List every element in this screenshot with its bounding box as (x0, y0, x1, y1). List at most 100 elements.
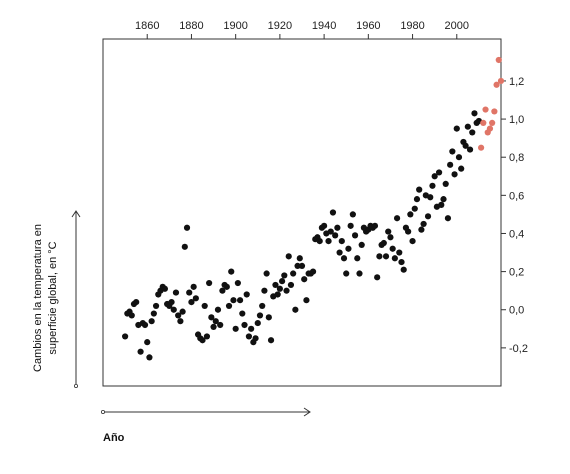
data-point (228, 268, 235, 275)
data-point (334, 224, 341, 231)
data-point (338, 237, 345, 245)
data-point (210, 323, 217, 330)
data-point (183, 224, 191, 231)
data-point (208, 314, 215, 321)
data-point (424, 213, 432, 220)
data-point (175, 312, 182, 319)
data-point (190, 283, 197, 290)
data-point (261, 287, 268, 294)
data-point (283, 287, 290, 294)
y-axis-title-line-2: superficie global, en °C (47, 241, 59, 354)
data-point (411, 205, 418, 212)
data-point (309, 268, 317, 275)
x-axis: 1860 1880 1900 1920 1940 1960 1980 2000 (135, 20, 469, 39)
data-point (144, 339, 151, 346)
data-point (464, 123, 471, 130)
data-point (462, 142, 469, 149)
data-point (212, 318, 219, 325)
data-point (345, 245, 352, 252)
data-point (416, 186, 423, 193)
data-point (321, 222, 328, 229)
data-point (347, 222, 354, 229)
data-point (438, 201, 445, 208)
y-tick-label: 0,6 (509, 190, 524, 202)
data-point (133, 299, 140, 306)
data-point (405, 228, 412, 235)
data-point (150, 310, 157, 317)
data-point (349, 211, 356, 218)
data-point (259, 302, 266, 310)
plot-frame (102, 38, 502, 387)
data-point (387, 234, 394, 241)
y-tick-label: 0,0 (509, 305, 524, 317)
x-tick-label: 2000 (445, 20, 469, 32)
data-point (442, 180, 449, 188)
data-point (466, 146, 474, 153)
data-point (243, 291, 250, 298)
data-point (449, 148, 456, 155)
data-point (451, 171, 458, 178)
data-point (329, 209, 337, 216)
data-point (327, 228, 334, 235)
data-point (122, 333, 129, 340)
data-point (254, 319, 261, 327)
data-point (336, 249, 343, 256)
data-point (276, 285, 283, 292)
data-point (203, 333, 211, 340)
data-point (294, 262, 301, 269)
data-point (128, 312, 135, 319)
data-point (137, 348, 144, 355)
data-point (420, 220, 427, 228)
data-point (385, 228, 392, 235)
data-point (376, 253, 383, 260)
x-tick-label: 1980 (400, 20, 424, 32)
data-point (245, 333, 253, 340)
data-point (444, 215, 452, 222)
data-point (170, 306, 177, 313)
data-point (199, 337, 206, 344)
data-point (389, 245, 396, 252)
data-point (418, 226, 425, 233)
data-point (298, 262, 306, 269)
x-tick-label: 1860 (135, 20, 159, 32)
data-point (223, 283, 230, 290)
data-point (371, 222, 379, 229)
data-point (478, 144, 485, 151)
data-point (252, 335, 259, 342)
data-point (248, 325, 255, 332)
y-tick-label: 1,2 (509, 76, 524, 88)
y-axis: -0,2 0,0 0,2 0,4 0,6 0,8 1,0 1,2 (501, 76, 528, 355)
data-point (356, 270, 363, 277)
data-point (486, 125, 494, 132)
data-point (351, 232, 359, 239)
y-axis-arrow (71, 210, 81, 388)
data-point (230, 297, 237, 304)
data-point (469, 129, 476, 136)
data-point (263, 270, 270, 277)
data-point (380, 239, 387, 247)
data-point (179, 308, 186, 315)
data-point (435, 169, 443, 176)
data-point (332, 232, 339, 239)
data-point (206, 279, 213, 287)
data-point (458, 165, 465, 172)
data-point (471, 110, 478, 117)
data-point (396, 249, 403, 256)
data-point (236, 297, 244, 304)
data-point (172, 289, 180, 296)
data-point (214, 306, 222, 313)
data-point (382, 253, 390, 260)
data-point (148, 318, 155, 325)
data-point (393, 215, 401, 222)
data-point (493, 81, 500, 88)
data-point (188, 299, 195, 306)
data-point (146, 354, 153, 361)
data-points (122, 56, 505, 361)
data-point (427, 194, 434, 201)
y-tick-label: 0,4 (509, 228, 524, 240)
data-point (343, 270, 350, 277)
data-point (168, 299, 175, 306)
data-point (495, 56, 502, 64)
x-axis-title: Año (103, 432, 125, 444)
